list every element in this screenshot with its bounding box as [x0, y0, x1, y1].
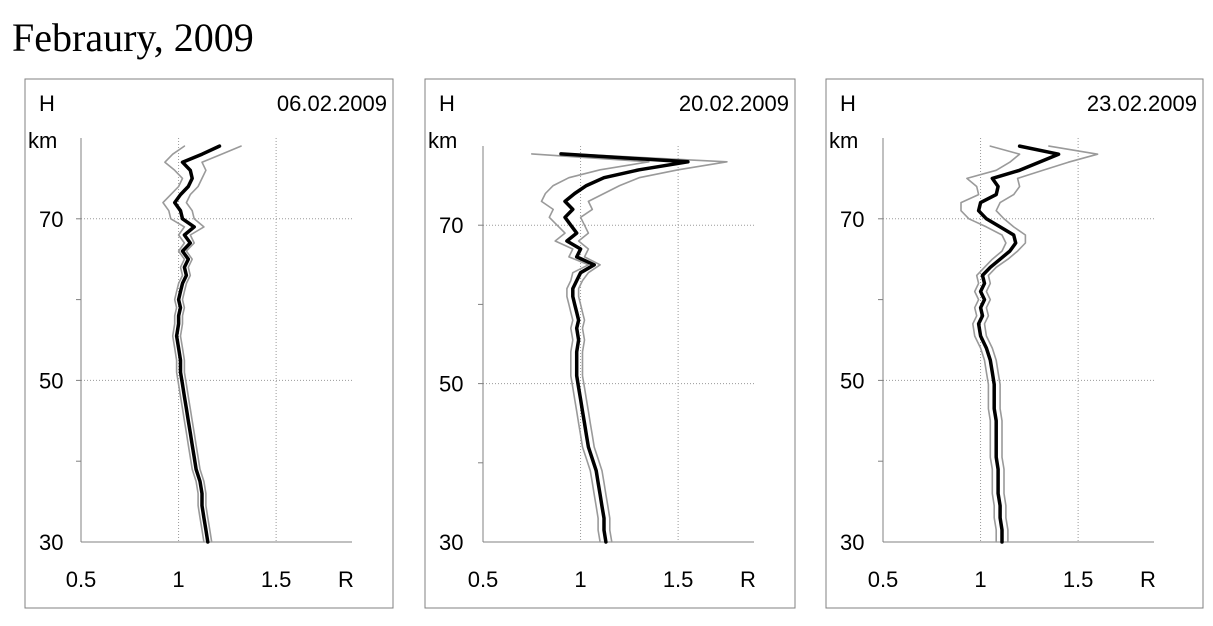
y-tick-label: 70 [39, 207, 63, 232]
x-axis-label: R [740, 567, 756, 592]
chart-panel-3: 30 50 70 0.5 1 1.5 Hkm R 23.02.2009 [825, 78, 1204, 609]
x-axis-label: R [338, 567, 354, 592]
profile-bound-line [569, 153, 728, 543]
y-tick-label: 70 [439, 213, 463, 238]
y-tick-label: 30 [439, 530, 463, 555]
y-tick-label: 30 [39, 530, 63, 555]
x-tick-label: 0.5 [66, 567, 97, 592]
chart-date: 06.02.2009 [277, 91, 387, 116]
profile-bound-line [960, 145, 1021, 543]
x-tick-label: 1 [574, 567, 586, 592]
y-axis-unit: km [28, 128, 57, 153]
x-tick-label: 0.5 [868, 567, 899, 592]
x-tick-label: 1.5 [261, 567, 292, 592]
x-tick-label: 1 [172, 567, 184, 592]
y-tick-label: 50 [840, 368, 864, 393]
y-axis-unit: km [829, 128, 858, 153]
x-tick-label: 1.5 [663, 567, 694, 592]
profile-mean-line [976, 144, 1061, 544]
profile-mean-line [559, 152, 690, 544]
chart-frame [424, 78, 796, 609]
gridlines [81, 138, 352, 542]
chart-date: 20.02.2009 [679, 91, 789, 116]
y-axis-label: H [439, 91, 455, 116]
x-axis-label: R [1140, 567, 1156, 592]
chart-panel-1: 30 50 70 0.5 1 1.5 Hkm R 06.02.2009 [24, 78, 394, 609]
gridlines [483, 146, 754, 542]
chart-frame [24, 78, 394, 609]
y-tick-label: 30 [840, 530, 864, 555]
profile-mean-line [172, 144, 222, 544]
gridlines [883, 138, 1154, 542]
chart-frame [825, 78, 1204, 609]
figure-title: Febraury, 2009 [12, 15, 254, 60]
y-tick-label: 50 [39, 368, 63, 393]
x-tick-label: 1 [974, 567, 986, 592]
y-tick-label: 70 [840, 207, 864, 232]
x-tick-label: 1.5 [1063, 567, 1094, 592]
y-tick-label: 50 [439, 372, 463, 397]
y-axis-label: H [840, 91, 856, 116]
chart-panel-2: 30 50 70 0.5 1 1.5 Hkm R 20.02.2009 [424, 78, 796, 609]
chart-date: 23.02.2009 [1087, 91, 1197, 116]
y-axis-unit: km [428, 128, 457, 153]
profile-bound-line [179, 145, 242, 543]
profile-bound-line [530, 153, 650, 543]
profile-bound-line [162, 145, 205, 543]
y-axis-label: H [39, 91, 55, 116]
profile-bound-line [983, 145, 1099, 543]
x-tick-label: 0.5 [468, 567, 499, 592]
